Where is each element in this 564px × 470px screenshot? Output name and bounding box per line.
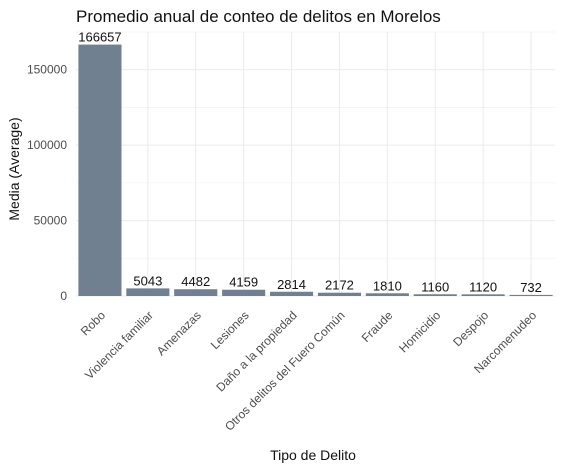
grid — [76, 31, 555, 297]
bar — [413, 294, 457, 296]
bar — [222, 289, 266, 296]
bar-value-label: 4482 — [181, 274, 210, 289]
bar-value-label: 1810 — [373, 278, 402, 293]
chart-title: Promedio anual de conteo de delitos en M… — [76, 7, 441, 26]
y-axis-ticks: 0 50000 100000 150000 — [27, 63, 67, 303]
bar — [509, 294, 553, 296]
bar — [461, 294, 505, 296]
x-tick-label: Robo — [78, 308, 108, 338]
y-tick-label: 50000 — [34, 214, 68, 228]
x-tick-label: Lesiones — [208, 308, 252, 352]
bar-value-label: 1160 — [421, 279, 449, 294]
bar-value-label: 166657 — [78, 30, 121, 45]
y-tick-label: 150000 — [27, 63, 67, 77]
bar-value-label: 2814 — [277, 277, 306, 292]
y-tick-label: 0 — [60, 289, 67, 303]
bar-value-label: 5043 — [133, 273, 162, 288]
x-tick-label: Fraude — [359, 308, 396, 345]
x-tick-label: Daño a la propiedad — [213, 308, 299, 394]
data-labels: 166657 5043 4482 4159 2814 2172 1810 1160 1120 73… — [78, 30, 542, 295]
x-tick-label: Homicidio — [396, 308, 443, 355]
bar — [365, 293, 409, 296]
x-tick-label: Despojo — [450, 308, 491, 349]
y-axis-title: Media (Average) — [6, 117, 22, 220]
bar — [78, 44, 122, 296]
x-tick-label: Amenazas — [154, 308, 204, 358]
y-tick-label: 100000 — [27, 138, 67, 152]
bar — [269, 291, 314, 296]
bar — [174, 289, 218, 296]
bar-value-label: 1120 — [469, 279, 497, 294]
bars — [78, 44, 553, 296]
bar-value-label: 732 — [520, 280, 542, 295]
bar-value-label: 4159 — [229, 275, 258, 290]
bar — [317, 292, 362, 296]
x-axis-title: Tipo de Delito — [270, 447, 356, 463]
bar-value-label: 2172 — [325, 278, 354, 293]
bar — [126, 288, 170, 296]
